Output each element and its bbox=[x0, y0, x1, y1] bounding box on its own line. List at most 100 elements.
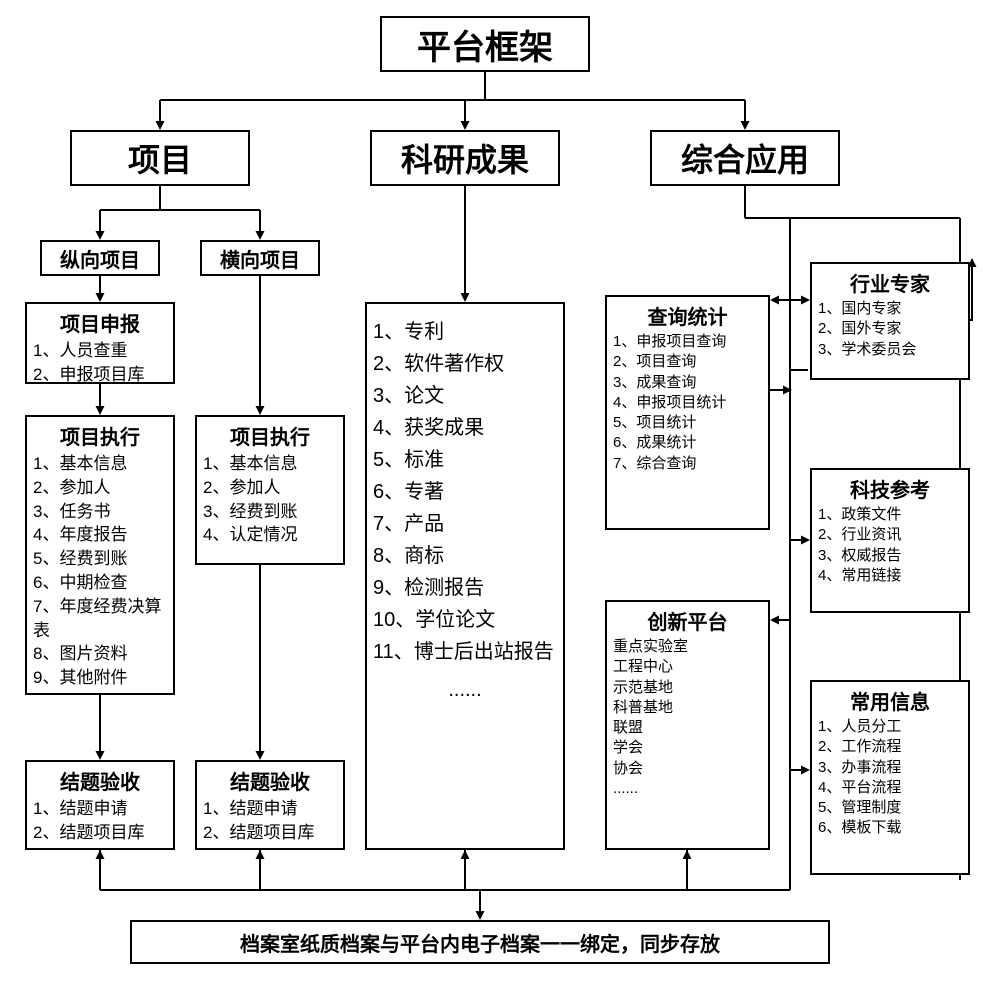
node-v-close-items: 1、结题申请2、结题项目库 bbox=[33, 797, 167, 845]
list-item: 6、模板下载 bbox=[818, 818, 962, 838]
node-h-execute: 项目执行 1、基本信息2、参加人3、经费到账4、认定情况 bbox=[195, 415, 345, 565]
node-v-declare: 项目申报 1、人员查重2、申报项目库 bbox=[25, 302, 175, 384]
list-item: 10、学位论文 bbox=[373, 604, 557, 636]
node-proj-label: 项目 bbox=[128, 135, 192, 181]
list-item: 2、参加人 bbox=[33, 476, 167, 500]
node-query-items: 1、申报项目查询2、项目查询3、成果查询4、申报项目统计5、项目统计6、成果统计… bbox=[613, 332, 762, 474]
node-results-tail: ...... bbox=[373, 674, 557, 706]
list-item: 1、结题申请 bbox=[33, 797, 167, 821]
node-v-execute-items: 1、基本信息2、参加人3、任务书4、年度报告5、经费到账6、中期检查7、年度经费… bbox=[33, 452, 167, 690]
node-reference-title: 科技参考 bbox=[818, 474, 962, 503]
list-item: 4、申报项目统计 bbox=[613, 393, 762, 413]
flowchart-canvas: 平台框架 项目 科研成果 综合应用 纵向项目 横向项目 项目申报 1、人员查重2… bbox=[0, 0, 983, 1000]
node-app: 综合应用 bbox=[650, 130, 840, 186]
list-item: 示范基地 bbox=[613, 678, 762, 698]
node-h-close-title: 结题验收 bbox=[203, 766, 337, 795]
list-item: 6、中期检查 bbox=[33, 571, 167, 595]
node-results-items: 1、专利2、软件著作权3、论文4、获奖成果5、标准6、专著7、产品8、商标9、检… bbox=[373, 316, 557, 668]
list-item: 2、参加人 bbox=[203, 476, 337, 500]
list-item: 2、行业资讯 bbox=[818, 525, 962, 545]
node-footer: 档案室纸质档案与平台内电子档案一一绑定，同步存放 bbox=[130, 920, 830, 964]
node-result-label: 科研成果 bbox=[401, 135, 529, 181]
node-root: 平台框架 bbox=[380, 16, 590, 72]
node-v-execute: 项目执行 1、基本信息2、参加人3、任务书4、年度报告5、经费到账6、中期检查7… bbox=[25, 415, 175, 695]
node-experts: 行业专家 1、国内专家2、国外专家3、学术委员会 bbox=[810, 262, 970, 380]
node-common-title: 常用信息 bbox=[818, 686, 962, 715]
list-item: 7、综合查询 bbox=[613, 454, 762, 474]
list-item: 3、学术委员会 bbox=[818, 340, 962, 360]
list-item: 8、商标 bbox=[373, 540, 557, 572]
node-platform-title: 创新平台 bbox=[613, 606, 762, 635]
list-item: 2、申报项目库 bbox=[33, 363, 167, 387]
node-horizontal-proj: 横向项目 bbox=[200, 240, 320, 276]
list-item: 4、年度报告 bbox=[33, 523, 167, 547]
list-item: 1、政策文件 bbox=[818, 505, 962, 525]
node-platform: 创新平台 重点实验室工程中心示范基地科普基地联盟学会协会...... bbox=[605, 600, 770, 850]
list-item: 3、权威报告 bbox=[818, 546, 962, 566]
list-item: 11、博士后出站报告 bbox=[373, 636, 557, 668]
list-item: 学会 bbox=[613, 738, 762, 758]
list-item: 1、申报项目查询 bbox=[613, 332, 762, 352]
list-item: 3、论文 bbox=[373, 380, 557, 412]
list-item: 5、项目统计 bbox=[613, 413, 762, 433]
list-item: 工程中心 bbox=[613, 657, 762, 677]
node-proj: 项目 bbox=[70, 130, 250, 186]
list-item: 3、办事流程 bbox=[818, 758, 962, 778]
list-item: 8、图片资料 bbox=[33, 642, 167, 666]
list-item: 7、年度经费决算表 bbox=[33, 595, 167, 643]
list-item: 1、国内专家 bbox=[818, 299, 962, 319]
list-item: 5、管理制度 bbox=[818, 798, 962, 818]
node-v-close-title: 结题验收 bbox=[33, 766, 167, 795]
list-item: ...... bbox=[613, 779, 762, 799]
node-common-items: 1、人员分工2、工作流程3、办事流程4、平台流程5、管理制度6、模板下载 bbox=[818, 717, 962, 839]
list-item: 协会 bbox=[613, 759, 762, 779]
node-v-declare-items: 1、人员查重2、申报项目库 bbox=[33, 339, 167, 387]
node-query-title: 查询统计 bbox=[613, 301, 762, 330]
list-item: 5、标准 bbox=[373, 444, 557, 476]
node-reference: 科技参考 1、政策文件2、行业资讯3、权威报告4、常用链接 bbox=[810, 468, 970, 613]
list-item: 4、获奖成果 bbox=[373, 412, 557, 444]
list-item: 4、平台流程 bbox=[818, 778, 962, 798]
node-footer-label: 档案室纸质档案与平台内电子档案一一绑定，同步存放 bbox=[240, 928, 720, 957]
list-item: 1、基本信息 bbox=[203, 452, 337, 476]
node-query: 查询统计 1、申报项目查询2、项目查询3、成果查询4、申报项目统计5、项目统计6… bbox=[605, 295, 770, 530]
node-horizontal-proj-label: 横向项目 bbox=[220, 244, 300, 273]
list-item: 9、检测报告 bbox=[373, 572, 557, 604]
node-h-execute-title: 项目执行 bbox=[203, 421, 337, 450]
list-item: 4、认定情况 bbox=[203, 523, 337, 547]
list-item: 科普基地 bbox=[613, 698, 762, 718]
node-vertical-proj: 纵向项目 bbox=[40, 240, 160, 276]
list-item: 3、成果查询 bbox=[613, 373, 762, 393]
node-reference-items: 1、政策文件2、行业资讯3、权威报告4、常用链接 bbox=[818, 505, 962, 586]
list-item: 9、其他附件 bbox=[33, 666, 167, 690]
node-experts-title: 行业专家 bbox=[818, 268, 962, 297]
node-h-close-items: 1、结题申请2、结题项目库 bbox=[203, 797, 337, 845]
list-item: 2、结题项目库 bbox=[33, 821, 167, 845]
node-h-close: 结题验收 1、结题申请2、结题项目库 bbox=[195, 760, 345, 850]
list-item: 1、结题申请 bbox=[203, 797, 337, 821]
list-item: 7、产品 bbox=[373, 508, 557, 540]
list-item: 6、成果统计 bbox=[613, 433, 762, 453]
node-app-label: 综合应用 bbox=[681, 135, 809, 181]
node-v-close: 结题验收 1、结题申请2、结题项目库 bbox=[25, 760, 175, 850]
node-v-declare-title: 项目申报 bbox=[33, 308, 167, 337]
list-item: 3、任务书 bbox=[33, 500, 167, 524]
list-item: 1、人员查重 bbox=[33, 339, 167, 363]
list-item: 1、专利 bbox=[373, 316, 557, 348]
list-item: 2、软件著作权 bbox=[373, 348, 557, 380]
list-item: 5、经费到账 bbox=[33, 547, 167, 571]
list-item: 2、工作流程 bbox=[818, 737, 962, 757]
list-item: 4、常用链接 bbox=[818, 566, 962, 586]
list-item: 重点实验室 bbox=[613, 637, 762, 657]
node-vertical-proj-label: 纵向项目 bbox=[60, 244, 140, 273]
node-common: 常用信息 1、人员分工2、工作流程3、办事流程4、平台流程5、管理制度6、模板下… bbox=[810, 680, 970, 875]
list-item: 2、项目查询 bbox=[613, 352, 762, 372]
list-item: 1、人员分工 bbox=[818, 717, 962, 737]
list-item: 3、经费到账 bbox=[203, 500, 337, 524]
list-item: 2、国外专家 bbox=[818, 319, 962, 339]
node-platform-items: 重点实验室工程中心示范基地科普基地联盟学会协会...... bbox=[613, 637, 762, 799]
list-item: 2、结题项目库 bbox=[203, 821, 337, 845]
node-experts-items: 1、国内专家2、国外专家3、学术委员会 bbox=[818, 299, 962, 360]
node-results: 1、专利2、软件著作权3、论文4、获奖成果5、标准6、专著7、产品8、商标9、检… bbox=[365, 302, 565, 850]
list-item: 1、基本信息 bbox=[33, 452, 167, 476]
